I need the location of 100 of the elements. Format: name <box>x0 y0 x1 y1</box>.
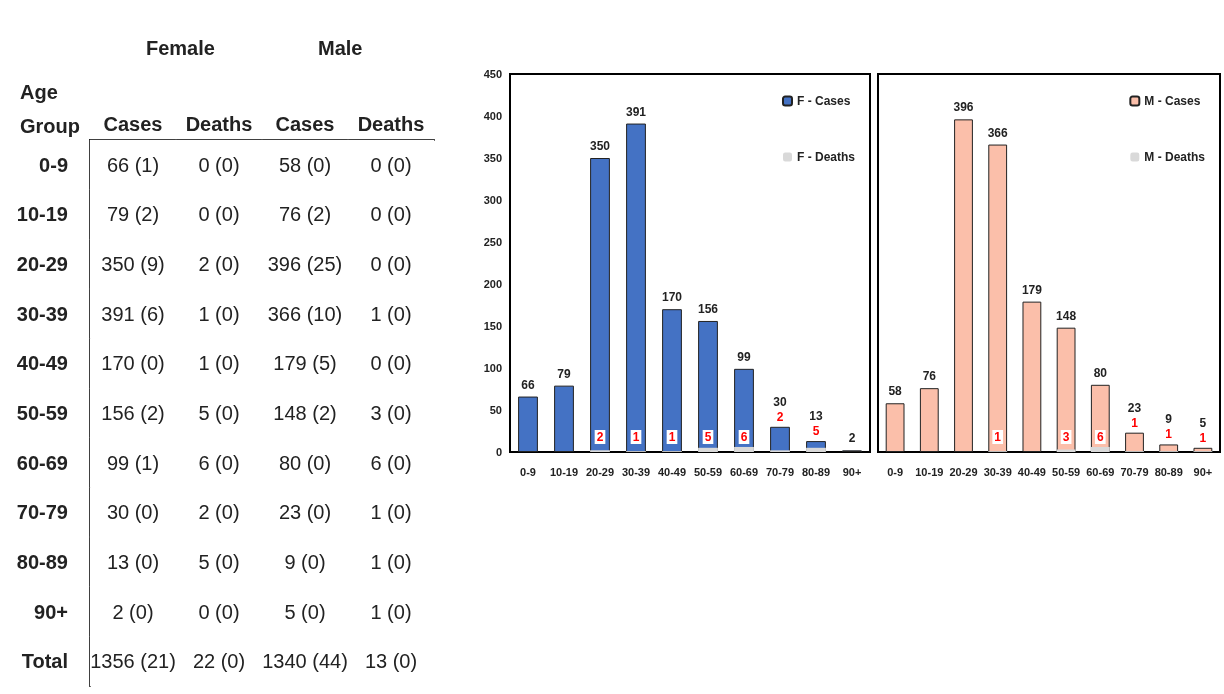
text: 13 (0) <box>106 550 160 573</box>
text: 179 (5) <box>273 352 337 375</box>
legend-label: M - Cases <box>1144 94 1201 108</box>
text: 76 (2) <box>278 203 332 226</box>
x-tick-label: 50-59 <box>693 465 723 478</box>
legend-label: F - Cases <box>796 94 851 108</box>
data-label: 76 <box>922 369 937 384</box>
data-label: 99 <box>737 349 751 364</box>
y-tick-label: 350 <box>483 152 502 164</box>
data-label: 23 <box>1127 400 1142 415</box>
x-tick-label: 70-79 <box>1120 465 1149 478</box>
x-tick-label: 20-29 <box>585 465 615 478</box>
legend-label: M - Deaths <box>1144 150 1206 164</box>
data-label: 6 <box>740 430 748 444</box>
x-tick-label: 10-19 <box>549 465 579 478</box>
data-label: 79 <box>557 366 571 381</box>
y-tick-label: 450 <box>483 68 502 80</box>
y-tick-label: 50 <box>489 404 502 416</box>
y-tick-label: 150 <box>483 320 502 332</box>
data-label: 148 <box>1056 308 1077 323</box>
data-label: 58 <box>888 384 903 399</box>
x-tick-label: 0-9 <box>520 465 536 478</box>
x-tick-label: 20-29 <box>949 465 978 478</box>
bar <box>919 388 939 452</box>
text: 1 (0) <box>370 600 412 623</box>
text: 391 (6) <box>101 302 165 325</box>
data-label: 1 <box>1165 427 1173 442</box>
data-label: 1 <box>1199 430 1207 445</box>
y-tick-label: 100 <box>483 362 502 374</box>
text: 9 (0) <box>284 550 326 573</box>
text: Female <box>146 37 215 59</box>
category-label: 90+ <box>34 600 68 623</box>
text: 2 (0) <box>198 253 240 276</box>
text: 0 (0) <box>370 153 412 176</box>
text: 2 (0) <box>198 501 240 524</box>
text: Age Group <box>20 81 80 137</box>
text: 170 (0) <box>101 352 165 375</box>
data-label: 2 <box>848 431 856 446</box>
text: 58 (0) <box>278 153 332 176</box>
x-tick-label: 30-39 <box>621 465 651 478</box>
x-tick-label: 60-69 <box>1086 465 1115 478</box>
text: 66 (1) <box>106 153 160 176</box>
data-label: 1 <box>632 430 640 444</box>
text: 22 (0) <box>192 650 246 673</box>
x-tick-label: 10-19 <box>915 465 944 478</box>
y-tick-label: 300 <box>483 194 502 206</box>
x-tick-label: 40-49 <box>657 465 687 478</box>
category-label: Cases <box>275 113 335 135</box>
text: 3 (0) <box>370 402 412 424</box>
data-label: 5 <box>704 430 712 444</box>
text: 366 (10) <box>267 302 343 325</box>
data-label: 396 <box>953 100 974 115</box>
text: 1 (0) <box>370 302 412 325</box>
data-label: 366 <box>987 125 1009 140</box>
y-tick-label: 200 <box>483 278 502 290</box>
bar <box>885 403 905 452</box>
y-tick-label: 400 <box>483 110 502 122</box>
data-label: 6 <box>1096 430 1104 444</box>
x-tick-label: 80-89 <box>801 465 831 478</box>
bar <box>988 144 1008 452</box>
bar <box>1056 449 1076 452</box>
text: 1 (0) <box>198 302 240 325</box>
data-label: 3 <box>1062 430 1070 444</box>
text: 5 (0) <box>284 600 326 623</box>
y-tick-label: 0 <box>495 446 502 458</box>
text: 99 (1) <box>106 451 160 474</box>
data-label: 80 <box>1093 365 1108 380</box>
data-label: 156 <box>697 301 719 316</box>
bar <box>662 309 682 452</box>
bar <box>698 447 718 452</box>
x-tick-label: 80-89 <box>1154 465 1183 478</box>
text: 2 (0) <box>112 600 154 623</box>
text: 1 (0) <box>370 550 412 573</box>
bar <box>1056 327 1076 452</box>
bar <box>590 158 610 452</box>
data-label: 13 <box>809 409 823 424</box>
text: 1 (0) <box>370 501 412 524</box>
text: 396 (25) <box>267 253 343 276</box>
text: 0 (0) <box>370 253 412 276</box>
category-label: 80-89 <box>16 550 68 573</box>
text: Male <box>318 37 363 59</box>
data-label: 30 <box>773 394 787 409</box>
category-label: 20-29 <box>16 253 68 276</box>
data-label: 1 <box>668 430 676 444</box>
data-label: 5 <box>1199 415 1207 430</box>
text: 13 (0) <box>364 650 418 673</box>
x-tick-label: 60-69 <box>729 465 759 478</box>
data-label: 5 <box>812 424 820 439</box>
category-label: 70-79 <box>16 501 68 524</box>
data-label: 391 <box>625 104 647 119</box>
category-label: Deaths <box>357 113 425 135</box>
bar <box>770 426 790 452</box>
text: 79 (2) <box>106 203 160 226</box>
x-tick-label: 30-39 <box>983 465 1012 478</box>
text: 1356 (21) <box>90 650 176 673</box>
category-label: 40-49 <box>16 352 68 375</box>
bar <box>518 396 538 452</box>
category-label: Cases <box>103 113 163 135</box>
data-label: 2 <box>596 430 604 444</box>
bar <box>734 446 754 452</box>
